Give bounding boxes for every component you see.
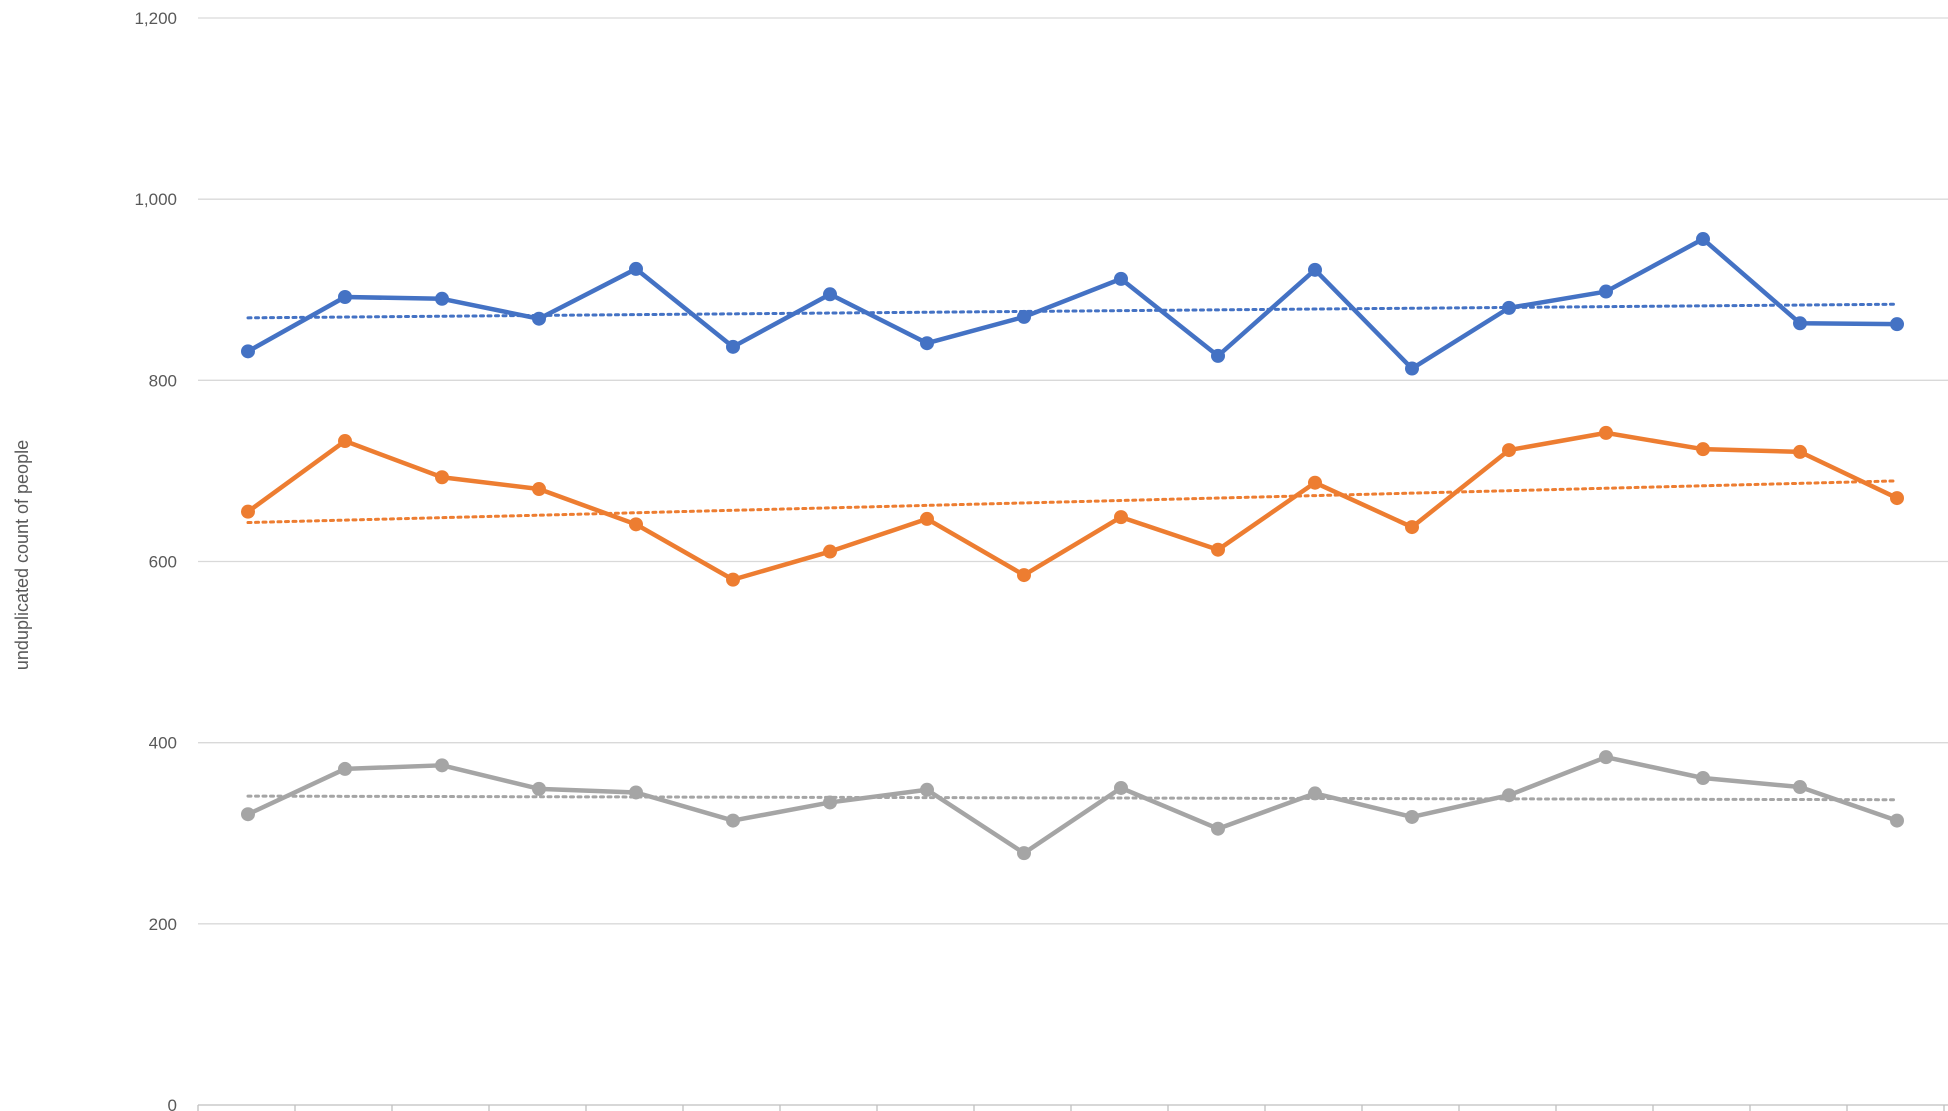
series-lines <box>245 236 1900 856</box>
series-3-point <box>629 785 643 800</box>
series-3-point <box>338 761 352 776</box>
series-3-point <box>1211 821 1225 836</box>
series-2-point <box>1502 443 1516 458</box>
series-1-point <box>920 336 934 351</box>
series-2-point <box>629 517 643 532</box>
x-axis <box>197 1104 1948 1111</box>
series-3-point <box>1793 780 1807 795</box>
series-1-point <box>1308 262 1322 277</box>
series-3-point <box>532 781 546 796</box>
y-tick-label-600: 600 <box>149 553 177 572</box>
series-2-point <box>1793 444 1807 459</box>
series-3-line <box>245 754 1900 856</box>
series-2-point <box>1890 491 1904 506</box>
series-1-point <box>1211 348 1225 363</box>
series-1-point <box>241 344 255 359</box>
series-2-point <box>532 482 546 497</box>
y-tick-label-0: 0 <box>168 1096 177 1111</box>
series-2-point <box>1211 542 1225 557</box>
series-2-point <box>920 511 934 526</box>
series-1-point <box>1599 284 1613 299</box>
series-3-point <box>1114 780 1128 795</box>
series-3-point <box>1502 788 1516 803</box>
series-2-line <box>245 430 1900 582</box>
series-2-point <box>435 470 449 485</box>
y-tick-label-1200: 1,200 <box>134 9 177 28</box>
series-1-point <box>726 339 740 354</box>
series-2-point <box>726 572 740 587</box>
series-1-point <box>338 289 352 304</box>
series-points <box>241 232 1904 861</box>
series-1-point <box>1017 309 1031 324</box>
series-1-point <box>1696 232 1710 247</box>
y-axis-tick-labels: 0 200 400 600 800 1,000 1,200 <box>134 9 177 1111</box>
series-1-point <box>435 291 449 306</box>
y-tick-label-200: 200 <box>149 915 177 934</box>
series-2-point <box>1405 520 1419 535</box>
series-3-point <box>1599 750 1613 765</box>
series-2-point <box>1114 510 1128 525</box>
series-3-point <box>726 813 740 828</box>
series-2-point <box>1599 425 1613 440</box>
gridlines <box>198 17 1948 925</box>
y-tick-label-400: 400 <box>149 734 177 753</box>
trendline-series-3 <box>246 794 1899 802</box>
series-1-point <box>1502 300 1516 315</box>
y-axis-title: unduplicated count of people <box>12 440 32 670</box>
series-1-point <box>1114 271 1128 286</box>
y-tick-label-1000: 1,000 <box>134 190 177 209</box>
series-1-line <box>245 236 1900 371</box>
series-3-point <box>1696 770 1710 785</box>
series-3-point <box>1017 846 1031 861</box>
series-3-point <box>241 807 255 822</box>
series-3-point <box>1405 809 1419 824</box>
series-1-point <box>629 261 643 276</box>
trendline-series-2 <box>246 479 1899 525</box>
trendlines <box>246 302 1899 802</box>
series-3-point <box>1308 786 1322 801</box>
series-3-point <box>435 758 449 773</box>
series-3-point <box>1890 813 1904 828</box>
series-2-point <box>338 434 352 449</box>
series-2-point <box>1308 475 1322 490</box>
series-2-point <box>823 544 837 559</box>
series-1-point <box>1405 361 1419 376</box>
series-1-point <box>823 287 837 302</box>
trendline-series-1 <box>246 302 1899 320</box>
series-2-point <box>241 504 255 519</box>
series-1-point <box>1793 316 1807 331</box>
y-tick-label-800: 800 <box>149 371 177 390</box>
series-1-point <box>532 311 546 326</box>
series-1-point <box>1890 317 1904 332</box>
series-3-point <box>823 795 837 810</box>
series-2-point <box>1696 442 1710 457</box>
series-2-point <box>1017 568 1031 583</box>
series-3-point <box>920 782 934 797</box>
